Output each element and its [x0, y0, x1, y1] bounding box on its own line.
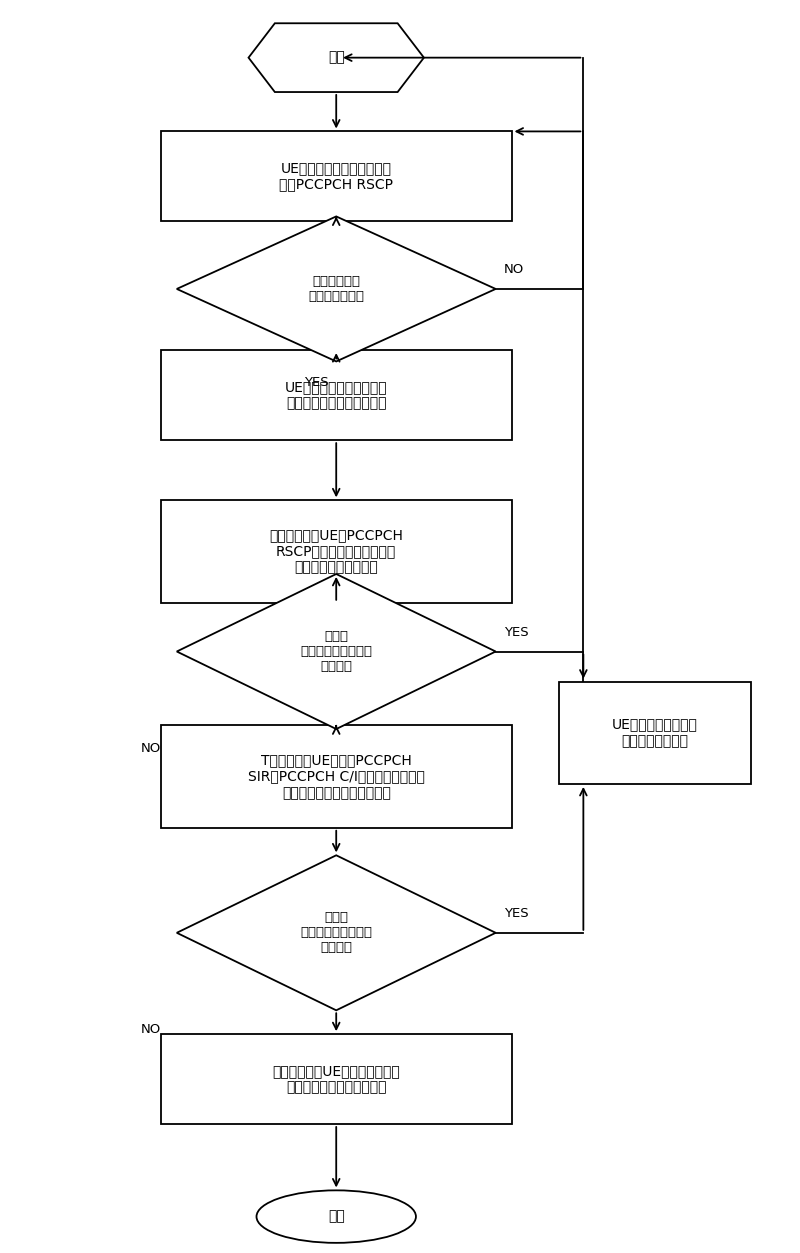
Polygon shape [177, 217, 496, 361]
Text: UE重置定时器，退出
小区切换触发过程: UE重置定时器，退出 小区切换触发过程 [612, 718, 698, 748]
Polygon shape [177, 856, 496, 1010]
Bar [161, 500, 512, 603]
Bar [161, 132, 512, 222]
Text: YES: YES [304, 376, 329, 390]
Text: NO: NO [141, 1022, 161, 1036]
Text: 触发时间内，UE以PCCPCH
RSCP作为小区信号质量指标
监控目标小区及邻小区: 触发时间内，UE以PCCPCH RSCP作为小区信号质量指标 监控目标小区及邻小… [270, 529, 403, 575]
Text: YES: YES [504, 626, 528, 639]
Ellipse shape [257, 1190, 416, 1243]
Bar [161, 1034, 512, 1124]
Text: 检测到
不满足触发条件的情
况出现？: 检测到 不满足触发条件的情 况出现？ [300, 911, 372, 955]
Text: NO: NO [504, 263, 524, 277]
Text: YES: YES [504, 907, 528, 920]
Text: 定时器超时，UE上报测量报告，
由网络端触发小区切换过程: 定时器超时，UE上报测量报告， 由网络端触发小区切换过程 [272, 1064, 400, 1094]
Text: 结束: 结束 [328, 1209, 345, 1224]
Bar [161, 725, 512, 828]
Bar [559, 682, 750, 784]
Text: 开始: 开始 [328, 50, 345, 65]
Polygon shape [177, 574, 496, 729]
Text: UE选择该邻区作为目标小
区，开启定时器，开始监控: UE选择该邻区作为目标小 区，开启定时器，开始监控 [285, 380, 387, 410]
Text: NO: NO [141, 742, 161, 754]
Text: UE周期性测量服务小区及邻
区的PCCPCH RSCP: UE周期性测量服务小区及邻 区的PCCPCH RSCP [279, 162, 394, 192]
Text: 检测到满足触
发条件的邻区？: 检测到满足触 发条件的邻区？ [308, 274, 364, 303]
Text: T时刻之后，UE分别以PCCPCH
SIR和PCCPCH C/I作为小区信号质量
指标监控目标小区和服务小区: T时刻之后，UE分别以PCCPCH SIR和PCCPCH C/I作为小区信号质量… [248, 753, 425, 799]
Polygon shape [249, 24, 424, 91]
Text: 检测到
不满足触发条件的情
况出现？: 检测到 不满足触发条件的情 况出现？ [300, 630, 372, 673]
Bar [161, 350, 512, 440]
